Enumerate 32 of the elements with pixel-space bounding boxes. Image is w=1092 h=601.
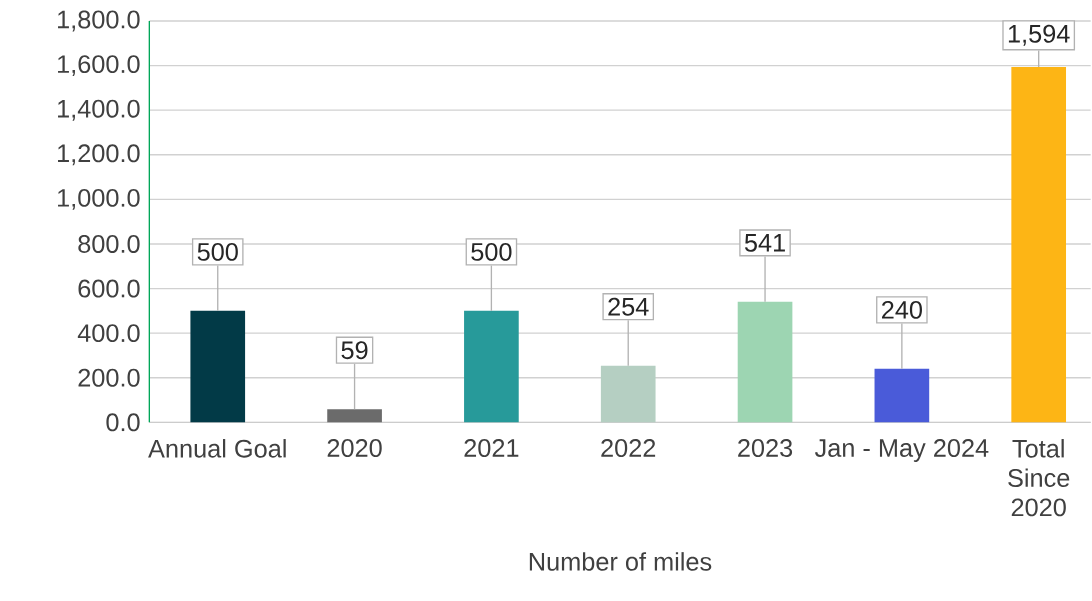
x-axis-title: Number of miles bbox=[529, 552, 712, 571]
bar bbox=[874, 368, 930, 423]
data-label: 254 bbox=[608, 297, 649, 316]
x-tick-label: Jan - May 2024 bbox=[814, 439, 989, 462]
bar bbox=[190, 310, 246, 423]
y-tick-label: 1,200.0 bbox=[58, 144, 140, 166]
x-tick-label: Total Since 2020 bbox=[1008, 439, 1070, 517]
y-tick-label: 600.0 bbox=[78, 279, 140, 298]
data-label: 500 bbox=[471, 242, 512, 261]
y-tick-label: 1,000.0 bbox=[58, 188, 140, 210]
bar bbox=[327, 409, 382, 423]
bar bbox=[1011, 66, 1067, 423]
bar bbox=[600, 365, 656, 423]
bar bbox=[464, 310, 519, 423]
data-label: 500 bbox=[197, 242, 238, 261]
bar bbox=[737, 301, 793, 423]
y-tick-label: 1,600.0 bbox=[58, 55, 140, 77]
x-tick-label: 2023 bbox=[738, 439, 793, 457]
y-tick-label: 800.0 bbox=[78, 234, 140, 253]
y-tick-label: 400.0 bbox=[77, 324, 140, 343]
y-tick-label: 200.0 bbox=[78, 368, 140, 387]
x-tick-label: 2021 bbox=[464, 439, 519, 457]
y-tick-label: 1,800.0 bbox=[58, 10, 140, 32]
data-label: 541 bbox=[744, 234, 785, 252]
data-label: 59 bbox=[341, 341, 368, 360]
x-tick-label: Annual Goal bbox=[148, 439, 286, 458]
x-tick-label: 2020 bbox=[327, 439, 382, 457]
y-tick-label: 0.0 bbox=[106, 413, 140, 432]
data-label: 240 bbox=[882, 300, 922, 319]
data-label: 1,594 bbox=[1008, 24, 1070, 46]
x-tick-label: 2022 bbox=[601, 439, 656, 457]
y-tick-label: 1,400.0 bbox=[58, 99, 140, 121]
